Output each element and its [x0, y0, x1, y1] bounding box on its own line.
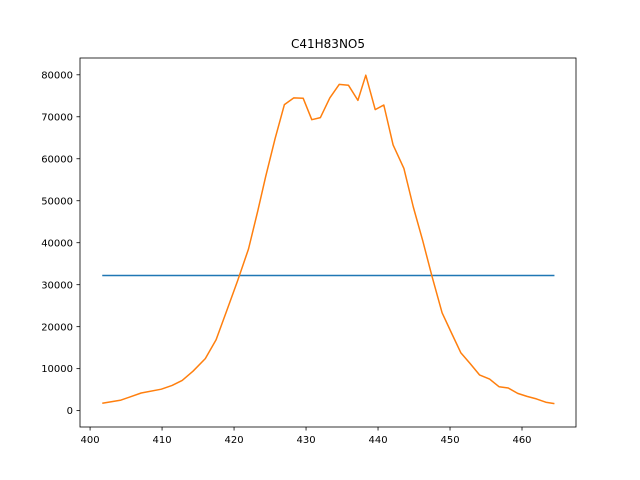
x-tick-label: 440	[368, 435, 387, 446]
y-tick-label: 60000	[41, 154, 73, 165]
y-tick-label: 80000	[41, 70, 73, 81]
x-tick-label: 450	[440, 435, 459, 446]
x-tick-label: 460	[512, 435, 531, 446]
chart-title: C41H83NO5	[291, 37, 365, 51]
series-layer	[102, 74, 555, 405]
x-tick-label: 430	[296, 435, 315, 446]
y-tick-label: 30000	[41, 280, 73, 291]
x-tick-label: 400	[81, 435, 100, 446]
x-tick-label: 420	[225, 435, 244, 446]
y-tick-label: 70000	[41, 112, 73, 123]
y-tick-label: 10000	[41, 364, 73, 375]
y-tick-label: 40000	[41, 238, 73, 249]
y-tick-label: 0	[67, 406, 73, 417]
y-tick-label: 50000	[41, 196, 73, 207]
series-line-2	[102, 74, 555, 405]
x-tick-label: 410	[153, 435, 172, 446]
axes-layer: 400 410 420 430 440 450 460 0 10000 20000 30000 400…	[41, 57, 577, 446]
y-tick-label: 20000	[41, 322, 73, 333]
